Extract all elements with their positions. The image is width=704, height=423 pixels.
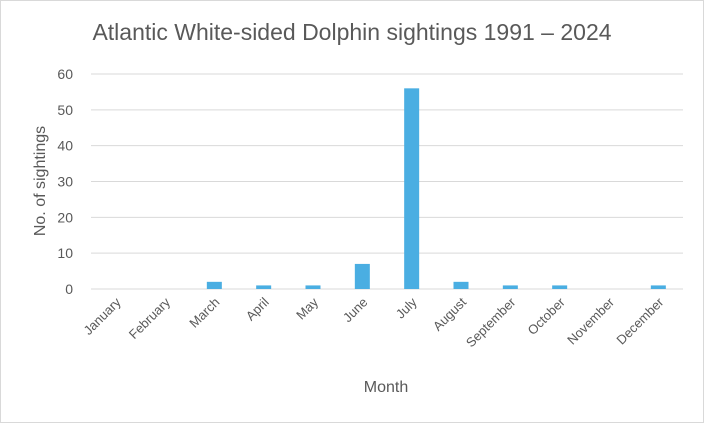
x-tick-labels: January February March April May June July Augu… xyxy=(80,294,666,350)
bar-july xyxy=(404,88,420,289)
bar-october xyxy=(552,285,568,289)
y-axis-label: No. of sightings xyxy=(32,126,49,236)
x-tick-september: September xyxy=(463,294,519,350)
y-tick-60: 60 xyxy=(57,66,73,82)
x-tick-march: March xyxy=(186,295,222,331)
x-tick-february: February xyxy=(126,294,174,342)
y-tick-30: 30 xyxy=(57,174,73,190)
x-tick-november: November xyxy=(564,294,617,347)
y-tick-0: 0 xyxy=(65,281,73,297)
chart-title: Atlantic White-sided Dolphin sightings 1… xyxy=(92,19,612,45)
x-tick-april: April xyxy=(243,294,272,323)
bar-september xyxy=(502,285,518,289)
gridlines xyxy=(91,73,683,290)
x-tick-may: May xyxy=(293,294,321,322)
y-tick-50: 50 xyxy=(57,102,73,118)
bar-june xyxy=(354,263,370,289)
bar-august xyxy=(453,281,469,289)
x-tick-july: July xyxy=(393,294,420,321)
bars xyxy=(206,88,666,289)
x-axis-label: Month xyxy=(364,379,408,396)
x-tick-january: January xyxy=(80,294,124,338)
bar-may xyxy=(305,285,321,289)
y-tick-40: 40 xyxy=(57,138,73,154)
bar-march xyxy=(206,281,222,289)
bar-april xyxy=(256,285,272,289)
bar-december xyxy=(650,285,666,289)
x-tick-december: December xyxy=(613,294,666,347)
y-tick-10: 10 xyxy=(57,245,73,261)
y-tick-20: 20 xyxy=(57,209,73,225)
x-tick-october: October xyxy=(524,294,568,338)
x-tick-june: June xyxy=(340,295,371,326)
x-tick-august: August xyxy=(430,294,469,333)
y-tick-labels: 0 10 20 30 40 50 60 xyxy=(57,66,73,297)
